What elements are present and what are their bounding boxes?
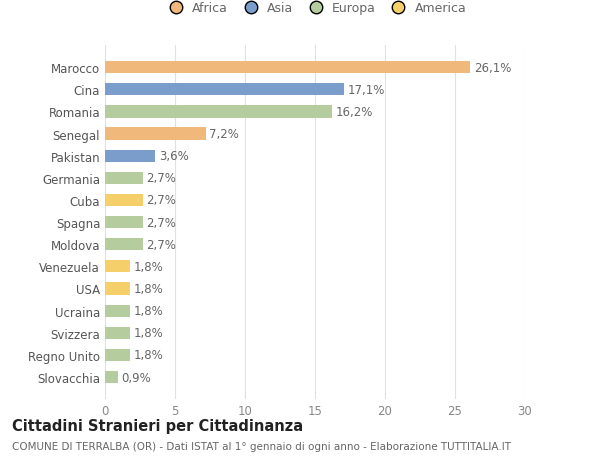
Text: 1,8%: 1,8% bbox=[134, 304, 163, 318]
Text: 2,7%: 2,7% bbox=[146, 172, 176, 185]
Bar bbox=[105, 173, 143, 185]
Text: 2,7%: 2,7% bbox=[146, 194, 176, 207]
Bar bbox=[105, 217, 143, 229]
Bar bbox=[105, 349, 130, 361]
Bar bbox=[105, 106, 332, 118]
Text: 16,2%: 16,2% bbox=[335, 106, 373, 119]
Bar bbox=[105, 283, 130, 295]
Text: 2,7%: 2,7% bbox=[146, 238, 176, 251]
Text: Cittadini Stranieri per Cittadinanza: Cittadini Stranieri per Cittadinanza bbox=[12, 418, 303, 433]
Bar bbox=[105, 84, 344, 96]
Bar bbox=[105, 128, 206, 140]
Text: 0,9%: 0,9% bbox=[121, 371, 151, 384]
Bar bbox=[105, 150, 155, 162]
Bar bbox=[105, 195, 143, 207]
Text: 7,2%: 7,2% bbox=[209, 128, 239, 141]
Bar bbox=[105, 327, 130, 339]
Bar bbox=[105, 62, 470, 74]
Text: 1,8%: 1,8% bbox=[134, 282, 163, 295]
Text: 3,6%: 3,6% bbox=[159, 150, 188, 163]
Text: 2,7%: 2,7% bbox=[146, 216, 176, 229]
Legend: Africa, Asia, Europa, America: Africa, Asia, Europa, America bbox=[158, 0, 472, 20]
Text: 1,8%: 1,8% bbox=[134, 260, 163, 273]
Bar bbox=[105, 239, 143, 251]
Text: 17,1%: 17,1% bbox=[348, 84, 385, 96]
Text: 26,1%: 26,1% bbox=[474, 62, 511, 74]
Bar bbox=[105, 261, 130, 273]
Text: 1,8%: 1,8% bbox=[134, 349, 163, 362]
Bar bbox=[105, 305, 130, 317]
Text: COMUNE DI TERRALBA (OR) - Dati ISTAT al 1° gennaio di ogni anno - Elaborazione T: COMUNE DI TERRALBA (OR) - Dati ISTAT al … bbox=[12, 441, 511, 451]
Bar bbox=[105, 371, 118, 383]
Text: 1,8%: 1,8% bbox=[134, 326, 163, 340]
